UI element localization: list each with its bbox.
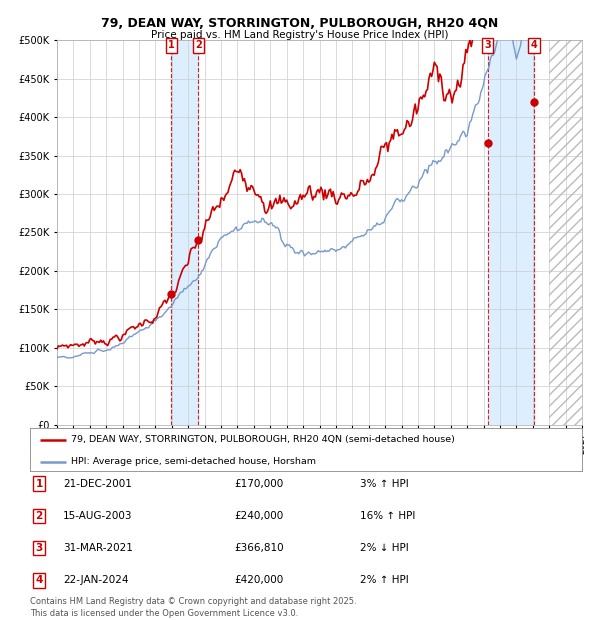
Text: 79, DEAN WAY, STORRINGTON, PULBOROUGH, RH20 4QN (semi-detached house): 79, DEAN WAY, STORRINGTON, PULBOROUGH, R… — [71, 435, 455, 444]
Text: £240,000: £240,000 — [234, 511, 283, 521]
Text: 2% ↑ HPI: 2% ↑ HPI — [360, 575, 409, 585]
Text: 1: 1 — [35, 479, 43, 489]
Text: 2: 2 — [195, 40, 202, 50]
Text: 31-MAR-2021: 31-MAR-2021 — [63, 543, 133, 553]
Text: 79, DEAN WAY, STORRINGTON, PULBOROUGH, RH20 4QN: 79, DEAN WAY, STORRINGTON, PULBOROUGH, R… — [101, 17, 499, 30]
Text: £420,000: £420,000 — [234, 575, 283, 585]
Text: 1: 1 — [168, 40, 175, 50]
Text: Price paid vs. HM Land Registry's House Price Index (HPI): Price paid vs. HM Land Registry's House … — [151, 30, 449, 40]
Bar — [549, 40, 582, 425]
Text: HPI: Average price, semi-detached house, Horsham: HPI: Average price, semi-detached house,… — [71, 457, 316, 466]
Text: 2: 2 — [35, 511, 43, 521]
Text: 3: 3 — [35, 543, 43, 553]
Text: 3% ↑ HPI: 3% ↑ HPI — [360, 479, 409, 489]
Text: 15-AUG-2003: 15-AUG-2003 — [63, 511, 133, 521]
Text: 16% ↑ HPI: 16% ↑ HPI — [360, 511, 415, 521]
Bar — [488, 40, 534, 425]
Text: 22-JAN-2024: 22-JAN-2024 — [63, 575, 128, 585]
Text: 2% ↓ HPI: 2% ↓ HPI — [360, 543, 409, 553]
Text: 3: 3 — [484, 40, 491, 50]
Text: Contains HM Land Registry data © Crown copyright and database right 2025.
This d: Contains HM Land Registry data © Crown c… — [30, 596, 356, 618]
Text: 21-DEC-2001: 21-DEC-2001 — [63, 479, 132, 489]
Text: £366,810: £366,810 — [234, 543, 284, 553]
Text: £170,000: £170,000 — [234, 479, 283, 489]
Text: 4: 4 — [530, 40, 537, 50]
Text: 4: 4 — [35, 575, 43, 585]
Bar — [172, 40, 199, 425]
Bar — [549, 40, 582, 425]
